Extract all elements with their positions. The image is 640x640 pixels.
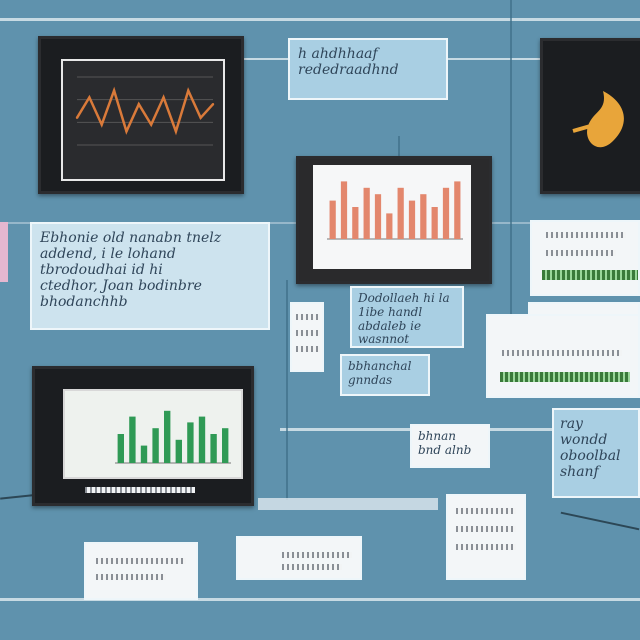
bar [222,428,229,463]
data-point [75,116,79,119]
document-card-3 [446,494,526,580]
edge-tag [0,222,8,282]
right-note-text: ray wondd oboolbal shanf [560,416,621,481]
ticker-strip [546,232,626,238]
data-point [199,116,202,119]
bar [397,187,404,239]
top-note-text: h ahdhhaaf rededraadhnd [298,46,399,79]
mid-note-a-text: Dodollaeh hi la 1ibe handl abdaleb ie wa… [358,291,450,347]
bar [363,187,370,239]
bar [187,422,194,463]
data-point [162,96,165,99]
data-point [187,89,190,92]
data-point [100,123,103,126]
mid-note-b-text: bbhanchal gnndas [348,359,412,387]
bar [152,428,159,463]
document-strip [456,508,516,514]
left-note-card: Ebhonie old nanabn tnelz addend, i le lo… [30,222,270,330]
data-point [211,103,215,106]
monitor-green-chart [32,366,254,506]
document-strip [96,574,166,580]
cable-wire-right [560,511,640,531]
mid-note-card-b: bbhanchal gnndas [340,354,430,396]
data-point [125,130,128,133]
bar [420,194,427,239]
platform-base [258,498,438,510]
bar [386,213,393,239]
right-note-card: ray wondd oboolbal shanf [552,408,640,498]
bar [198,416,206,463]
orange-illustration-icon [572,91,624,148]
bar [329,200,336,239]
ticker-card-3 [486,314,640,398]
data-point [149,123,153,126]
bar-chart-green [63,389,243,479]
vertical-connector-a [510,0,512,330]
bar [129,416,136,463]
bar [352,207,359,239]
vertical-connector-b [286,280,288,500]
green-ticker [542,270,638,280]
bar [442,187,450,239]
bottom-divider [0,598,640,601]
bar [140,445,148,463]
ticker-card-1 [530,220,640,296]
document-strip [282,564,342,570]
document-strip [282,552,352,558]
mid-note-c-text: bhnan bnd alnb [418,429,472,457]
mid-note-card-a: Dodollaeh hi la 1ibe handl abdaleb ie wa… [350,286,464,348]
ticker-strip [502,350,622,356]
monitor-base-strip [85,487,195,493]
ticker-strip [546,250,616,256]
data-point [137,103,141,106]
mid-note-card-c: bhnan bnd alnb [410,424,490,468]
left-note-text: Ebhonie old nanabn tnelz addend, i le lo… [40,230,222,311]
data-point [112,89,116,92]
bar [408,200,416,239]
top-divider [0,18,640,21]
bar [340,181,348,239]
bar [164,410,171,463]
monitor-graphic [540,38,640,194]
bar [175,439,182,463]
monitor-line-chart [38,36,244,194]
bar [117,434,124,463]
device-strip [296,346,320,352]
device-strip [296,330,320,336]
data-point [174,130,178,133]
green-ticker [500,372,630,382]
device-strip [296,314,320,320]
bar [210,434,217,463]
device-thumbnail [290,302,324,372]
document-strip [456,526,516,532]
series-line [75,86,214,136]
document-strip [456,544,516,550]
line-chart [61,59,225,181]
monitor-bar-chart [296,156,492,284]
bar-chart-salmon [313,165,471,269]
top-note-card: h ahdhhaaf rededraadhnd [288,38,448,100]
bar [431,207,438,239]
bar [374,194,382,239]
document-card-1 [84,542,198,600]
data-point [88,96,91,99]
bar [454,181,461,239]
document-strip [96,558,186,564]
document-card-2 [236,536,362,580]
